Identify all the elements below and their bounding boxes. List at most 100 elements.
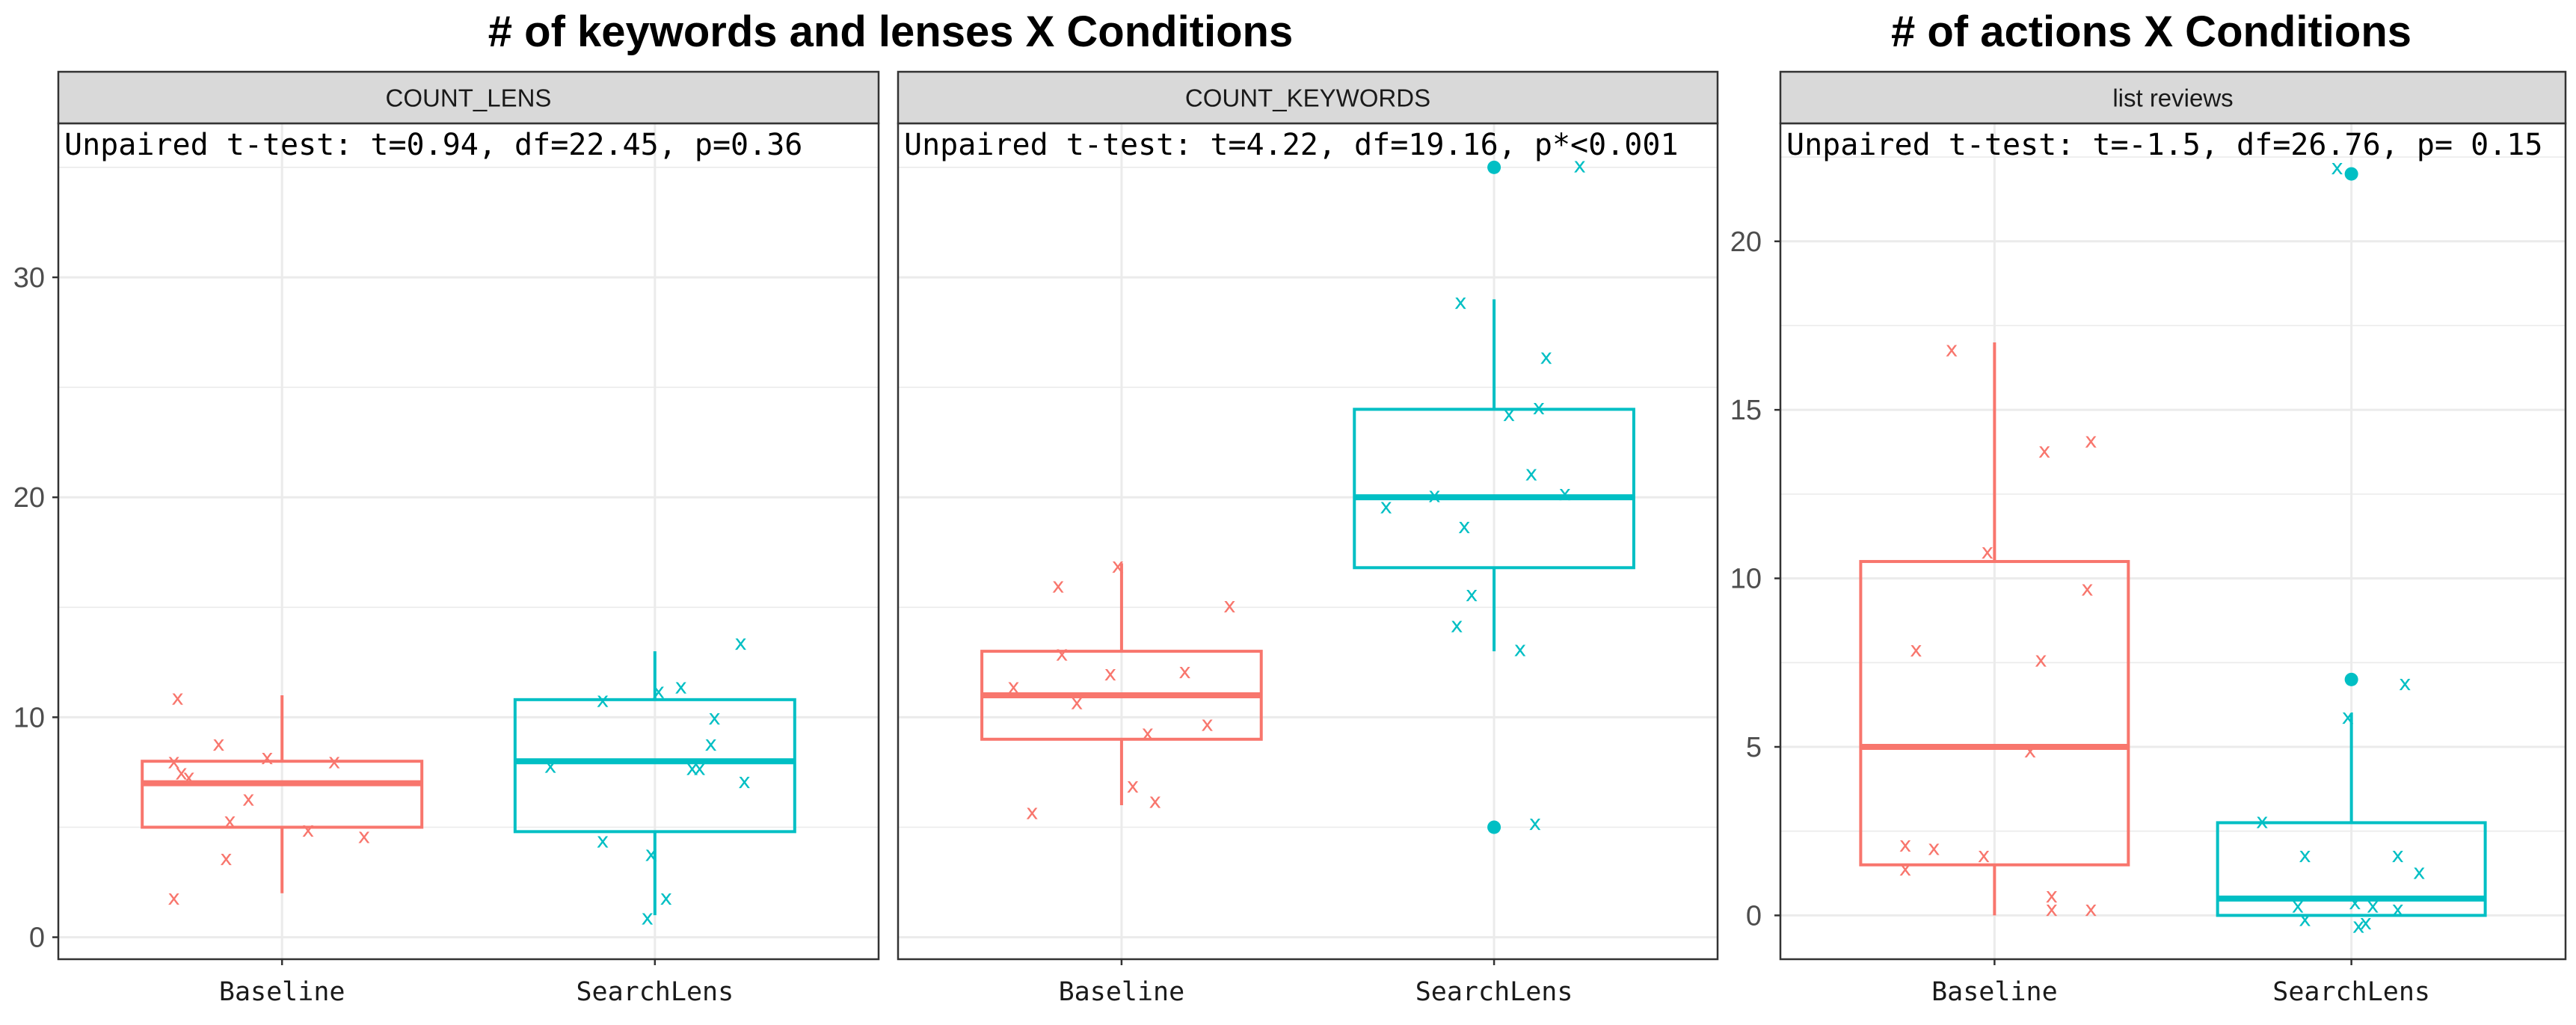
jitter-point: x <box>171 685 184 710</box>
outlier-point <box>1487 160 1501 174</box>
jitter-point: x <box>1946 337 1958 362</box>
jitter-point: x <box>1026 799 1039 824</box>
jitter-point: x <box>2024 738 2037 763</box>
jitter-point: x <box>544 754 557 778</box>
jitter-point: x <box>674 674 687 699</box>
box-searchlens <box>2216 167 2487 917</box>
jitter-point: x <box>2342 704 2355 729</box>
jitter-point: x <box>1514 637 1527 662</box>
jitter-point: x <box>1899 856 1912 881</box>
facet-strip-label: COUNT_KEYWORDS <box>1185 84 1430 112</box>
y-tick-label: 0 <box>1746 900 1762 932</box>
jitter-point: x <box>1141 720 1154 745</box>
box-baseline <box>1859 342 2130 916</box>
jitter-point: x <box>2359 910 2372 935</box>
jitter-point: x <box>1558 481 1571 505</box>
jitter-point: x <box>1573 153 1586 177</box>
jitter-point: x <box>704 731 717 756</box>
box-iqr <box>1353 407 1635 570</box>
x-tick-label-baseline: Baseline <box>219 977 345 1007</box>
y-tick-label: 5 <box>1746 732 1762 763</box>
jitter-point: x <box>642 905 654 930</box>
jitter-point: x <box>1178 659 1191 683</box>
jitter-point: x <box>167 885 180 910</box>
jitter-point: x <box>302 817 315 842</box>
jitter-point: x <box>1380 493 1392 518</box>
jitter-point: x <box>1451 612 1463 637</box>
jitter-point: x <box>1928 836 1940 861</box>
y-tick-label: 10 <box>1730 564 1762 595</box>
jitter-point: x <box>1071 689 1083 714</box>
y-tick-label: 20 <box>13 482 45 514</box>
x-tick-label-searchlens: SearchLens <box>2272 977 2430 1007</box>
y-tick-label: 20 <box>1730 227 1762 258</box>
facet-strip-label: list reviews <box>2112 84 2233 112</box>
jitter-point: x <box>358 824 371 849</box>
jitter-point: x <box>1104 661 1117 686</box>
y-tick-label: 0 <box>29 923 45 954</box>
jitter-point: x <box>734 630 747 655</box>
outlier-point <box>2344 167 2358 181</box>
facet-strip <box>57 70 880 125</box>
jitter-point: x <box>261 745 274 769</box>
jitter-point: x <box>2081 576 2094 601</box>
jitter-point: x <box>2413 859 2426 884</box>
box-searchlens <box>513 651 796 916</box>
jitter-point: x <box>1899 832 1912 857</box>
jitter-point: x <box>1910 637 1922 662</box>
jitter-point: x <box>212 731 225 756</box>
jitter-point: x <box>2045 896 2058 921</box>
jitter-point: x <box>693 756 706 781</box>
box-baseline <box>141 695 424 893</box>
jitter-point: x <box>2292 893 2305 917</box>
ttest-annotation: Unpaired t-test: t=0.94, df=22.45, p=0.3… <box>64 128 802 162</box>
jitter-point: x <box>2038 438 2051 463</box>
y-tick-label: 15 <box>1730 395 1762 426</box>
jitter-point: x <box>2085 896 2097 921</box>
box-iqr <box>2216 821 2487 917</box>
panel-background <box>58 123 879 959</box>
jitter-point: x <box>708 705 721 730</box>
chart-title: # of keywords and lenses X Conditions <box>488 7 1293 56</box>
jitter-point: x <box>1223 593 1236 618</box>
x-tick-label-baseline: Baseline <box>1059 977 1185 1007</box>
jitter-point: x <box>2391 843 2404 867</box>
box-searchlens <box>1353 160 1635 834</box>
facet-strip-label: COUNT_LENS <box>386 84 552 112</box>
jitter-point: x <box>328 749 341 774</box>
x-tick-label-searchlens: SearchLens <box>1415 977 1573 1007</box>
jitter-point: x <box>2349 890 2361 914</box>
box-iqr <box>141 760 424 829</box>
outlier-point <box>1487 820 1501 834</box>
chart-title: # of actions X Conditions <box>1891 7 2411 56</box>
jitter-point: x <box>1007 674 1020 699</box>
panel-background <box>898 123 1718 959</box>
x-tick-label-baseline: Baseline <box>1931 977 2058 1007</box>
jitter-point: x <box>167 749 180 774</box>
jitter-point: x <box>1529 810 1542 835</box>
jitter-point: x <box>686 756 698 781</box>
jitter-point: x <box>597 828 609 853</box>
jitter-point: x <box>1525 461 1538 485</box>
jitter-point: x <box>182 764 195 789</box>
jitter-point: x <box>1533 395 1546 419</box>
jitter-point: x <box>738 769 751 793</box>
jitter-point: x <box>1466 582 1478 606</box>
jitter-point: x <box>224 808 236 833</box>
jitter-point: x <box>1149 789 1161 813</box>
jitter-point: x <box>597 687 609 712</box>
jitter-point: x <box>1056 641 1069 666</box>
jitter-point: x <box>2085 428 2097 452</box>
jitter-point: x <box>2391 896 2404 921</box>
jitter-point: x <box>2035 647 2047 671</box>
jitter-point: x <box>2299 906 2311 931</box>
jitter-point: x <box>1982 539 1994 564</box>
box-baseline <box>980 563 1263 806</box>
facet-strip <box>897 70 1719 125</box>
facet-strip <box>1779 70 2567 125</box>
